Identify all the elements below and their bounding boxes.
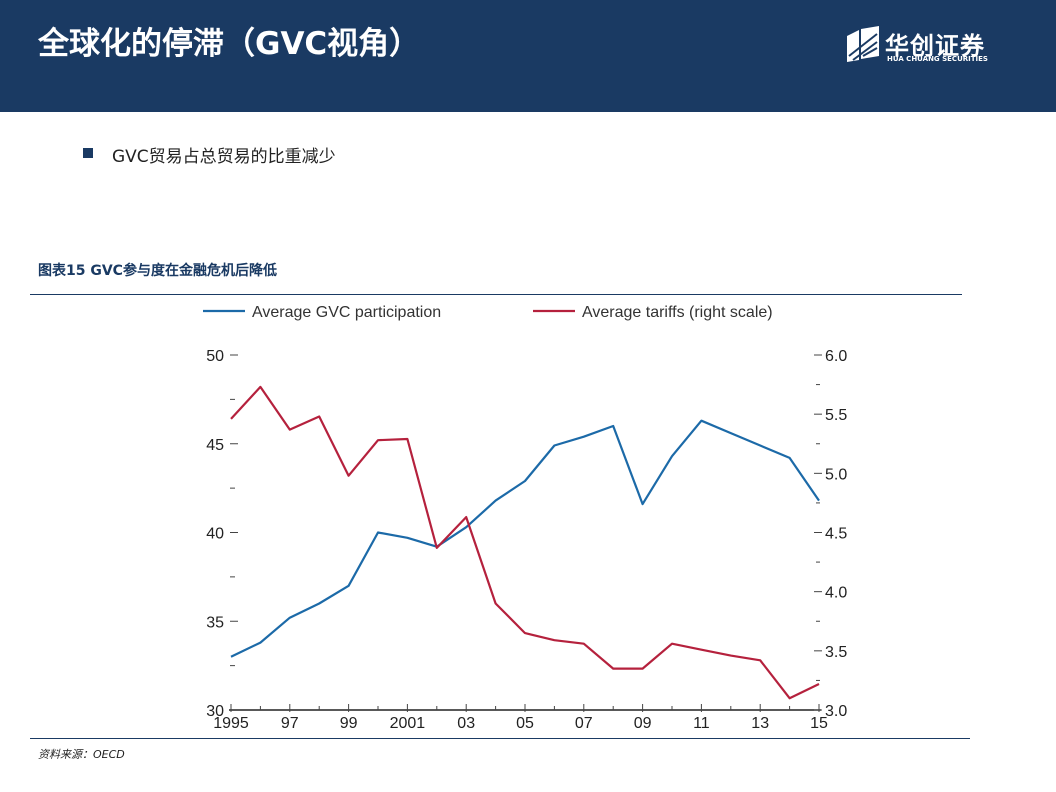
legend-label: Average GVC participation — [252, 304, 441, 321]
x-axis-tick-label: 03 — [457, 715, 475, 732]
series-line-gvc-participation — [230, 419, 820, 658]
figure-title: 图表15 GVC参与度在金融危机后降低 — [38, 263, 277, 279]
source-note: 资料来源：OECD — [38, 748, 125, 761]
left-axis-tick-label: 50 — [206, 348, 224, 365]
logo-subtitle: HUA CHUANG SECURITIES — [887, 55, 988, 63]
x-axis-tick-label: 99 — [340, 715, 358, 732]
x-axis-tick-label: 13 — [751, 715, 769, 732]
right-axis-tick-label: 4.5 — [825, 526, 847, 543]
left-axis-tick-label: 30 — [206, 703, 224, 720]
left-axis-tick-label: 35 — [206, 614, 224, 631]
x-axis-tick-label: 05 — [516, 715, 534, 732]
chart: 50 45 40 35 30 6.0 5.5 5.0 4.5 4.0 3.5 3.0 1995 97 99 2… — [203, 304, 847, 732]
x-axis-tick-label: 97 — [281, 715, 299, 732]
left-axis-tick-label: 45 — [206, 437, 224, 454]
x-axis-tick-label: 15 — [810, 715, 828, 732]
x-axis-tick-label: 09 — [634, 715, 652, 732]
header-bar: 全球化的停滞（GVC视角） 华创证券 HUA CHUANG SECURITIES — [0, 0, 1056, 112]
company-logo: 华创证券 HUA CHUANG SECURITIES — [845, 26, 995, 66]
legend-label: Average tariffs (right scale) — [582, 304, 773, 321]
series-line-tariffs — [230, 385, 820, 700]
right-axis-tick-label: 3.5 — [825, 644, 847, 661]
right-axis-tick-label: 5.0 — [825, 466, 847, 483]
logo-name: 华创证券 — [885, 32, 985, 60]
left-axis-tick-label: 40 — [206, 526, 224, 543]
figure-top-rule — [30, 294, 962, 295]
x-axis-tick-label: 2001 — [390, 715, 426, 732]
figure-bottom-rule — [30, 738, 970, 739]
bullet-text: GVC贸易占总贸易的比重减少 — [112, 147, 336, 167]
x-axis-tick-label: 07 — [575, 715, 593, 732]
x-axis-tick-label: 1995 — [213, 715, 249, 732]
right-axis-tick-label: 3.0 — [825, 703, 847, 720]
x-axis-tick-label: 11 — [693, 715, 710, 732]
bullet-square-icon — [83, 148, 93, 158]
right-axis-tick-label: 5.5 — [825, 407, 847, 424]
logo-icon — [847, 26, 879, 62]
right-axis-tick-label: 6.0 — [825, 348, 847, 365]
page-title: 全球化的停滞（GVC视角） — [38, 26, 421, 62]
right-axis-tick-label: 4.0 — [825, 585, 847, 602]
